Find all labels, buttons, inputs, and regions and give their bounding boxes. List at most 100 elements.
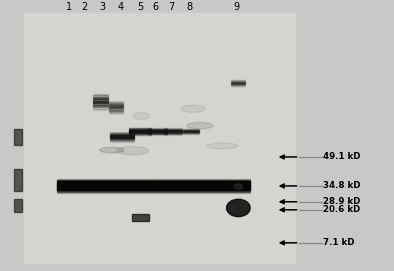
- Point: [168, 166, 175, 170]
- Point: [199, 85, 205, 89]
- Ellipse shape: [207, 143, 238, 149]
- Point: [108, 131, 114, 135]
- Point: [67, 253, 74, 257]
- Point: [173, 214, 180, 218]
- Text: 6: 6: [152, 2, 159, 12]
- Point: [195, 216, 201, 220]
- Point: [175, 145, 182, 149]
- Point: [227, 62, 234, 66]
- Point: [130, 22, 137, 27]
- Point: [273, 137, 279, 141]
- Point: [162, 11, 168, 16]
- Point: [259, 160, 266, 165]
- Point: [143, 69, 149, 73]
- Point: [121, 208, 127, 213]
- Point: [259, 89, 265, 93]
- Point: [94, 102, 100, 107]
- Point: [250, 98, 256, 102]
- Point: [255, 46, 261, 50]
- Point: [151, 113, 157, 117]
- Point: [104, 94, 110, 98]
- Point: [106, 113, 112, 117]
- Point: [74, 240, 81, 244]
- Point: [68, 214, 74, 219]
- Point: [269, 61, 275, 66]
- Point: [145, 173, 152, 178]
- Point: [149, 99, 155, 103]
- Point: [21, 84, 28, 88]
- Point: [117, 112, 124, 117]
- Point: [288, 226, 294, 230]
- Point: [197, 91, 203, 96]
- Point: [153, 202, 160, 206]
- Point: [91, 109, 97, 114]
- Point: [53, 160, 59, 164]
- Point: [275, 232, 281, 237]
- Point: [38, 198, 45, 202]
- Point: [95, 253, 101, 258]
- Point: [83, 214, 89, 219]
- Point: [223, 56, 229, 60]
- Point: [195, 177, 201, 181]
- Point: [210, 31, 217, 36]
- Point: [223, 51, 230, 55]
- Point: [164, 30, 171, 34]
- Point: [43, 30, 49, 34]
- Point: [30, 104, 37, 109]
- Point: [130, 149, 137, 154]
- Point: [177, 66, 183, 71]
- Point: [139, 242, 145, 246]
- Point: [32, 60, 38, 64]
- Point: [252, 204, 258, 208]
- Point: [162, 151, 168, 155]
- Point: [66, 104, 72, 108]
- Point: [24, 254, 30, 259]
- Point: [91, 170, 97, 174]
- Point: [149, 130, 155, 134]
- Point: [275, 136, 282, 141]
- Point: [152, 238, 158, 243]
- Point: [24, 244, 31, 248]
- Point: [146, 214, 152, 219]
- Point: [75, 167, 82, 172]
- Point: [141, 243, 147, 248]
- Point: [270, 181, 276, 185]
- Point: [227, 260, 234, 264]
- Point: [100, 162, 106, 166]
- Point: [263, 47, 269, 51]
- Point: [253, 251, 259, 255]
- Point: [152, 212, 158, 217]
- Point: [169, 39, 176, 44]
- Point: [252, 15, 258, 20]
- Point: [50, 229, 56, 233]
- Point: [102, 230, 109, 234]
- Point: [172, 110, 178, 114]
- Point: [194, 34, 200, 38]
- Point: [237, 28, 243, 32]
- Point: [175, 49, 181, 53]
- Point: [243, 202, 250, 206]
- Point: [212, 189, 218, 193]
- Point: [95, 221, 102, 226]
- Point: [185, 38, 191, 43]
- Point: [245, 233, 251, 237]
- Point: [238, 135, 244, 140]
- Point: [106, 27, 113, 32]
- Point: [138, 121, 144, 126]
- Point: [52, 112, 58, 117]
- Point: [269, 12, 276, 16]
- Point: [276, 129, 282, 133]
- Point: [107, 184, 113, 189]
- Point: [183, 148, 189, 152]
- Point: [124, 131, 130, 136]
- Point: [166, 175, 172, 180]
- Point: [235, 187, 242, 191]
- Point: [160, 124, 166, 129]
- Point: [21, 96, 28, 100]
- Point: [59, 243, 65, 248]
- Point: [103, 13, 110, 17]
- Point: [202, 118, 208, 122]
- Bar: [109, 109, 123, 111]
- Point: [271, 79, 277, 83]
- Point: [240, 156, 246, 161]
